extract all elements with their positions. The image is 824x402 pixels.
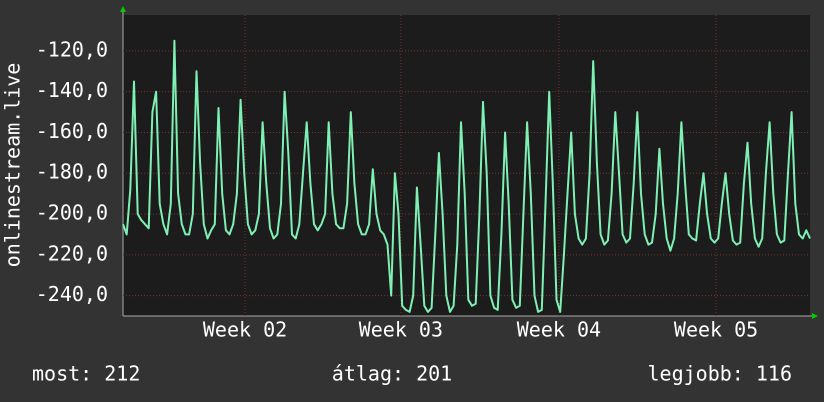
- y-tick-label: -220,0: [36, 241, 108, 265]
- stat-average: átlag: 201: [332, 362, 452, 386]
- x-tick-label: Week 03: [359, 318, 443, 342]
- series-line: [122, 39, 811, 313]
- y-axis-label: onlinestream.live: [1, 63, 25, 268]
- y-tick-label: -200,0: [36, 201, 108, 225]
- stat-current: most: 212: [32, 362, 140, 386]
- y-arrow: [120, 6, 126, 12]
- x-tick-label: Week 05: [674, 318, 758, 342]
- x-tick-label: Week 04: [517, 318, 601, 342]
- stat-max: legjobb: 116: [648, 362, 793, 386]
- y-tick-label: -240,0: [36, 282, 108, 306]
- x-tick-label: Week 02: [203, 318, 287, 342]
- y-tick-label: -140,0: [36, 78, 108, 102]
- y-tick-label: -120,0: [36, 37, 108, 61]
- x-arrow: [812, 313, 818, 319]
- y-tick-label: -160,0: [36, 119, 108, 143]
- y-tick-label: -180,0: [36, 160, 108, 184]
